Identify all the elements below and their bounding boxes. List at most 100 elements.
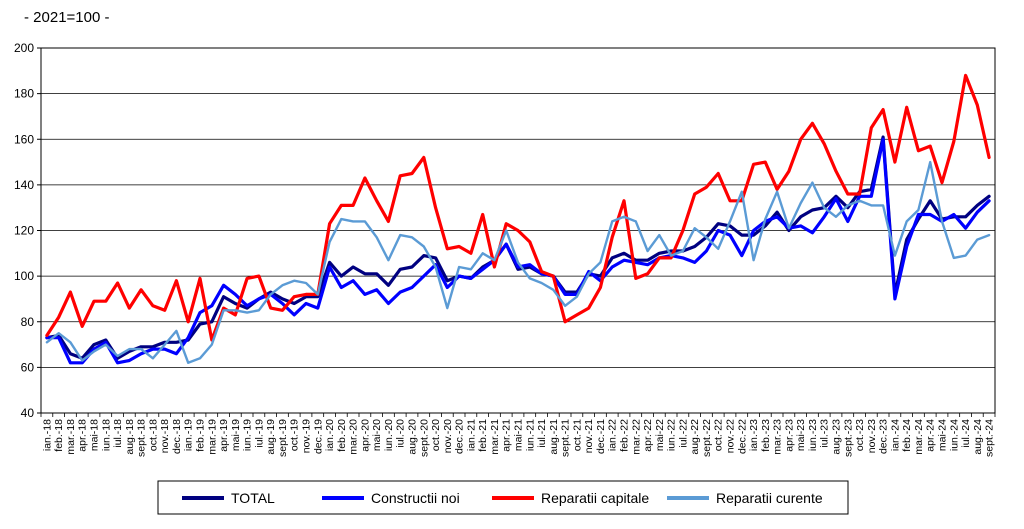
x-tick-label: sept.-21 bbox=[560, 419, 572, 457]
x-tick-label: nov.-21 bbox=[583, 419, 595, 453]
x-tick-label: iun.-22 bbox=[666, 419, 678, 451]
legend: TOTAL Constructii noi Reparatii capitale Re… bbox=[157, 480, 849, 515]
x-tick-label: aug.-22 bbox=[689, 419, 701, 455]
x-tick-label: feb.-20 bbox=[336, 419, 348, 452]
y-tick-label: 80 bbox=[21, 315, 35, 329]
x-tick-label: apr.-24 bbox=[925, 419, 937, 452]
x-tick-label: ian.-18 bbox=[41, 419, 53, 451]
x-tick-label: aug.-24 bbox=[972, 419, 984, 455]
y-tick-label: 200 bbox=[14, 41, 34, 55]
x-tick-label: mai-23 bbox=[795, 419, 807, 451]
x-tick-label: oct.-22 bbox=[713, 419, 725, 451]
x-tick-label: ian.-21 bbox=[465, 419, 477, 451]
x-tick-label: sept.-19 bbox=[277, 419, 289, 457]
x-tick-label: mar.-18 bbox=[65, 419, 77, 455]
x-tick-label: aug.-21 bbox=[548, 419, 560, 455]
x-tick-label: dec.-18 bbox=[171, 419, 183, 454]
x-tick-label: mai-21 bbox=[513, 419, 525, 451]
x-tick-label: ian.-22 bbox=[607, 419, 619, 451]
y-tick-label: 180 bbox=[14, 87, 34, 101]
series-line-0 bbox=[45, 135, 991, 360]
x-tick-label: ian.-19 bbox=[183, 419, 195, 451]
x-tick-label: apr.-22 bbox=[642, 419, 654, 452]
x-tick-label: apr.-18 bbox=[77, 419, 89, 452]
x-tick-label: apr.-23 bbox=[783, 419, 795, 452]
legend-label: Reparatii capitale bbox=[541, 490, 649, 506]
legend-label: Constructii noi bbox=[371, 490, 460, 506]
x-tick-label: sept.-22 bbox=[701, 419, 713, 457]
x-tick-label: oct.-19 bbox=[289, 419, 301, 451]
y-tick-label: 40 bbox=[21, 406, 35, 420]
y-axis-ticks: 40 60 80 100 120 140 160 180 200 bbox=[14, 41, 41, 420]
x-tick-label: oct.-20 bbox=[430, 419, 442, 451]
x-tick-label: mai-20 bbox=[371, 419, 383, 451]
x-tick-label: mar.-20 bbox=[348, 419, 360, 455]
legend-label: TOTAL bbox=[231, 490, 275, 506]
x-tick-label: sept.-23 bbox=[842, 419, 854, 457]
chart-subtitle: - 2021=100 - bbox=[24, 9, 109, 26]
x-tick-label: aug.-23 bbox=[831, 419, 843, 455]
x-tick-label: nov.-18 bbox=[159, 419, 171, 453]
y-tick-label: 100 bbox=[14, 269, 34, 283]
x-tick-label: dec.-23 bbox=[878, 419, 890, 454]
series-line-3 bbox=[45, 160, 991, 364]
x-tick-label: sept.-24 bbox=[984, 419, 996, 457]
x-tick-label: feb.-21 bbox=[477, 419, 489, 452]
x-axis-ticks: ian.-18 feb.-18 mar.-18 apr.-18 mai-18 iun.-1… bbox=[40, 413, 996, 457]
x-tick-label: iul.-20 bbox=[395, 419, 407, 448]
x-tick-label: mar.-19 bbox=[206, 419, 218, 455]
x-tick-label: iul.-23 bbox=[819, 419, 831, 448]
x-tick-label: dec.-19 bbox=[312, 419, 324, 454]
x-tick-label: mar.-22 bbox=[630, 419, 642, 455]
x-tick-label: sept.-20 bbox=[418, 419, 430, 457]
x-tick-label: mai-22 bbox=[654, 419, 666, 451]
x-tick-label: feb.-22 bbox=[619, 419, 631, 452]
x-tick-label: nov.-23 bbox=[866, 419, 878, 453]
x-tick-label: iun.-20 bbox=[383, 419, 395, 451]
series-line-2 bbox=[45, 73, 991, 342]
x-tick-label: iun.-18 bbox=[100, 419, 112, 451]
x-tick-label: mar.-23 bbox=[772, 419, 784, 455]
x-tick-label: iul.-22 bbox=[677, 419, 689, 448]
gridlines bbox=[41, 93, 995, 368]
x-tick-label: ian.-24 bbox=[889, 419, 901, 451]
series-line-1 bbox=[45, 137, 991, 365]
x-tick-label: iun.-24 bbox=[948, 419, 960, 451]
x-tick-label: mai-19 bbox=[230, 419, 242, 451]
x-tick-label: mai-24 bbox=[937, 419, 949, 451]
x-tick-label: dec.-21 bbox=[595, 419, 607, 454]
x-tick-label: aug.-20 bbox=[407, 419, 419, 455]
x-tick-label: dec.-22 bbox=[736, 419, 748, 454]
x-tick-label: iun.-21 bbox=[524, 419, 536, 451]
x-tick-label: iun.-19 bbox=[242, 419, 254, 451]
x-tick-label: aug.-19 bbox=[265, 419, 277, 455]
y-tick-label: 160 bbox=[14, 132, 34, 146]
x-tick-label: iul.-19 bbox=[253, 419, 265, 448]
y-tick-label: 120 bbox=[14, 224, 34, 238]
x-tick-label: sept.-18 bbox=[136, 419, 148, 457]
x-tick-label: ian.-23 bbox=[748, 419, 760, 451]
x-tick-label: feb.-24 bbox=[901, 419, 913, 452]
x-tick-label: iun.-23 bbox=[807, 419, 819, 451]
x-tick-label: mar.-24 bbox=[913, 419, 925, 455]
x-tick-label: dec.-20 bbox=[454, 419, 466, 454]
y-tick-label: 140 bbox=[14, 178, 34, 192]
x-tick-label: apr.-20 bbox=[359, 419, 371, 452]
x-tick-label: iul.-18 bbox=[112, 419, 124, 448]
x-tick-label: feb.-19 bbox=[195, 419, 207, 452]
x-tick-label: nov.-20 bbox=[442, 419, 454, 453]
x-tick-label: feb.-18 bbox=[53, 419, 65, 452]
series-lines bbox=[45, 73, 991, 365]
x-tick-label: ian.-20 bbox=[324, 419, 336, 451]
legend-label: Reparatii curente bbox=[716, 490, 823, 506]
x-tick-label: nov.-19 bbox=[301, 419, 313, 453]
x-tick-label: nov.-22 bbox=[725, 419, 737, 453]
x-tick-label: mar.-21 bbox=[489, 419, 501, 455]
x-tick-label: apr.-21 bbox=[501, 419, 513, 452]
x-tick-label: oct.-18 bbox=[147, 419, 159, 451]
x-tick-label: iul.-21 bbox=[536, 419, 548, 448]
x-tick-label: apr.-19 bbox=[218, 419, 230, 452]
x-tick-label: mai-18 bbox=[89, 419, 101, 451]
x-tick-label: feb.-23 bbox=[760, 419, 772, 452]
